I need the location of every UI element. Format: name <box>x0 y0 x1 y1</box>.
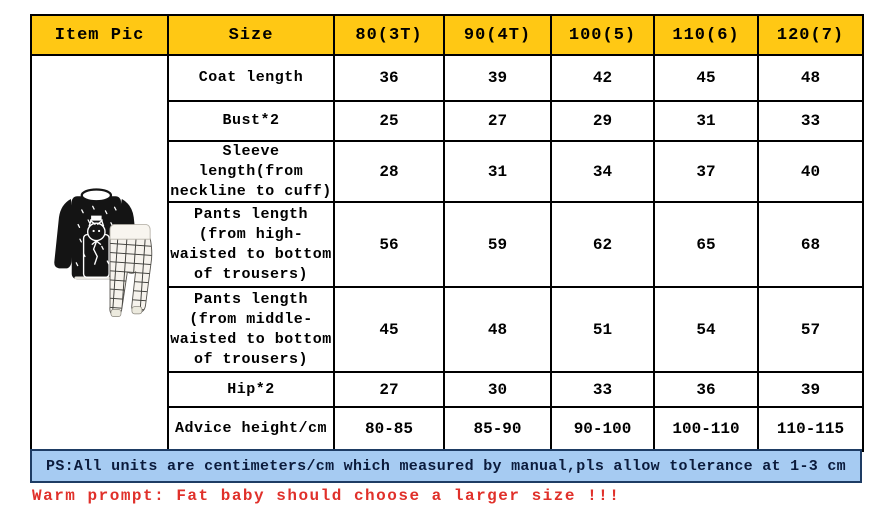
cell-value: 51 <box>550 286 655 374</box>
cell-value: 31 <box>653 100 759 142</box>
cell-value: 33 <box>550 371 655 409</box>
row-label: Pants length (from high- waisted to bott… <box>167 201 335 289</box>
cell-value: 36 <box>653 371 759 409</box>
header-size-80: 80(3T) <box>333 14 445 56</box>
table-row-pants-high-waist: Pants length (from high- waisted to bott… <box>31 201 864 289</box>
cell-value: 68 <box>757 201 864 289</box>
cell-value: 37 <box>653 139 759 204</box>
cell-value: 30 <box>443 371 552 409</box>
pajama-pants-graphic <box>108 223 152 317</box>
header-size-110: 110(6) <box>653 14 759 56</box>
cell-value: 56 <box>333 201 445 289</box>
cell-value: 33 <box>757 100 864 142</box>
row-label: Bust*2 <box>167 100 335 142</box>
header-size-90: 90(4T) <box>443 14 552 56</box>
cell-value: 65 <box>653 201 759 289</box>
cell-value: 27 <box>443 100 552 142</box>
row-label: Pants length (from middle- waisted to bo… <box>167 286 335 374</box>
row-label: Hip*2 <box>167 371 335 409</box>
cell-value: 48 <box>757 54 864 102</box>
cell-value: 27 <box>333 371 445 409</box>
cell-value: 45 <box>333 286 445 374</box>
header-item-pic: Item Pic <box>30 14 169 56</box>
table-row-coat-length: Coat length 36 39 42 45 48 <box>30 53 864 453</box>
cell-value: 25 <box>333 100 445 142</box>
header-size: Size <box>167 14 335 56</box>
cell-value: 100-110 <box>653 406 759 453</box>
cell-value: 31 <box>443 139 552 204</box>
row-label: Coat length <box>167 54 335 102</box>
table-row-hip: Hip*2 27 30 33 36 39 <box>31 371 864 409</box>
row-label: Sleeve length(from neckline to cuff) <box>167 139 335 204</box>
row-label: Advice height/cm <box>167 406 335 453</box>
table-row-advice-height: Advice height/cm 80-85 85-90 90-100 100-… <box>31 406 864 453</box>
cell-value: 29 <box>550 100 655 142</box>
cell-value: 85-90 <box>443 406 552 453</box>
cell-value: 48 <box>443 286 552 374</box>
cell-value: 80-85 <box>333 406 445 453</box>
cell-value: 45 <box>653 54 759 102</box>
cell-value: 28 <box>333 139 445 204</box>
table-row-sleeve-length: Sleeve length(from neckline to cuff) 28 … <box>31 139 864 204</box>
pajama-top-graphic <box>53 188 138 279</box>
size-table: Item Pic Size 80(3T) 90(4T) 100(5) 110(6… <box>30 14 864 453</box>
cell-value: 40 <box>757 139 864 204</box>
cell-value: 110-115 <box>757 406 864 453</box>
cell-value: 39 <box>757 371 864 409</box>
table-header-row: Item Pic Size 80(3T) 90(4T) 100(5) 110(6… <box>30 14 864 56</box>
cell-value: 36 <box>333 54 445 102</box>
cell-value: 42 <box>550 54 655 102</box>
cell-value: 62 <box>550 201 655 289</box>
cell-value: 39 <box>443 54 552 102</box>
header-size-120: 120(7) <box>757 14 864 56</box>
units-note-bar: PS:All units are centimeters/cm which me… <box>30 449 862 483</box>
warm-prompt-text: Warm prompt: Fat baby should choose a la… <box>32 487 621 505</box>
cell-value: 59 <box>443 201 552 289</box>
cell-value: 34 <box>550 139 655 204</box>
cell-value: 57 <box>757 286 864 374</box>
header-size-100: 100(5) <box>550 14 655 56</box>
table-row-pants-middle-waist: Pants length (from middle- waisted to bo… <box>31 286 864 374</box>
product-image <box>53 188 152 317</box>
cell-value: 90-100 <box>550 406 655 453</box>
cell-value: 54 <box>653 286 759 374</box>
item-pic-cell <box>30 53 169 453</box>
table-row-bust: Bust*2 25 27 29 31 33 <box>31 100 864 142</box>
